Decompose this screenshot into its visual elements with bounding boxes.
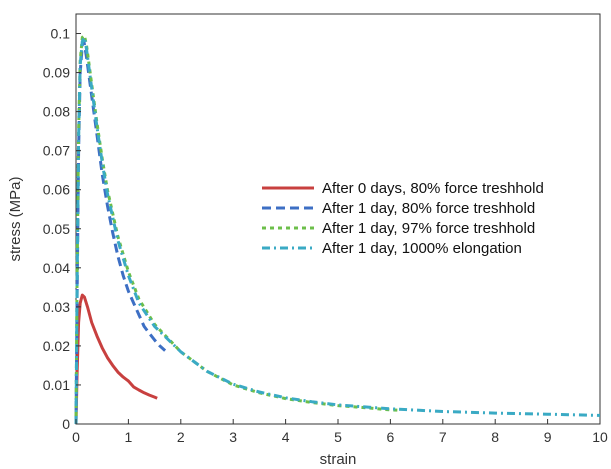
x-tick-label: 6	[387, 429, 395, 445]
x-axis-label: strain	[320, 451, 357, 468]
y-tick-label: 0.1	[51, 26, 71, 42]
y-tick-label: 0.02	[43, 338, 70, 354]
series-line-4	[74, 35, 601, 425]
series-layer	[74, 34, 601, 425]
y-tick-label: 0.01	[43, 377, 70, 393]
x-tick-label: 1	[125, 429, 133, 445]
legend: After 0 days, 80% force treshhold After 1…	[262, 180, 544, 257]
y-tick-label: 0.04	[43, 260, 70, 276]
y-tick-label: 0.03	[43, 299, 70, 315]
y-tick-label: 0	[62, 416, 70, 432]
x-tick-label: 9	[544, 429, 552, 445]
y-axis-ticks: 0 0.01 0.02 0.03 0.04 0.05 0.06 0.07 0.08 0.09 0.1	[43, 26, 81, 432]
y-tick-label: 0.07	[43, 143, 70, 159]
legend-label-2: After 1 day, 80% force treshhold	[322, 200, 535, 217]
y-tick-label: 0.06	[43, 182, 70, 198]
x-axis-ticks: 0 1 2 3 4 5 6 7 8 9 10	[72, 419, 608, 445]
plot-area	[75, 13, 601, 425]
x-tick-label: 5	[334, 429, 342, 445]
x-tick-label: 3	[229, 429, 237, 445]
y-axis-label: stress (MPa)	[7, 176, 24, 261]
y-tick-label: 0.05	[43, 221, 70, 237]
x-tick-label: 7	[439, 429, 447, 445]
x-tick-label: 10	[592, 429, 608, 445]
legend-label-1: After 0 days, 80% force treshhold	[322, 180, 544, 197]
x-tick-label: 8	[491, 429, 499, 445]
y-tick-label: 0.09	[43, 65, 70, 81]
x-tick-label: 2	[177, 429, 185, 445]
x-tick-label: 4	[282, 429, 290, 445]
series-line-3	[74, 34, 401, 425]
x-tick-label: 0	[72, 429, 80, 445]
y-tick-label: 0.08	[43, 104, 70, 120]
legend-label-4: After 1 day, 1000% elongation	[322, 240, 522, 257]
series-line-1	[74, 293, 158, 425]
legend-label-3: After 1 day, 97% force treshhold	[322, 220, 535, 237]
